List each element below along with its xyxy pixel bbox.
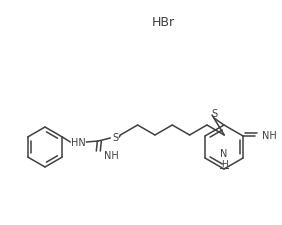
Text: HBr: HBr bbox=[151, 16, 175, 28]
Text: S: S bbox=[211, 108, 217, 119]
Text: NH: NH bbox=[104, 150, 119, 160]
Text: N: N bbox=[220, 148, 228, 158]
Text: HN: HN bbox=[71, 137, 86, 147]
Text: NH: NH bbox=[262, 130, 277, 140]
Text: H: H bbox=[221, 160, 227, 169]
Text: S: S bbox=[112, 132, 118, 142]
